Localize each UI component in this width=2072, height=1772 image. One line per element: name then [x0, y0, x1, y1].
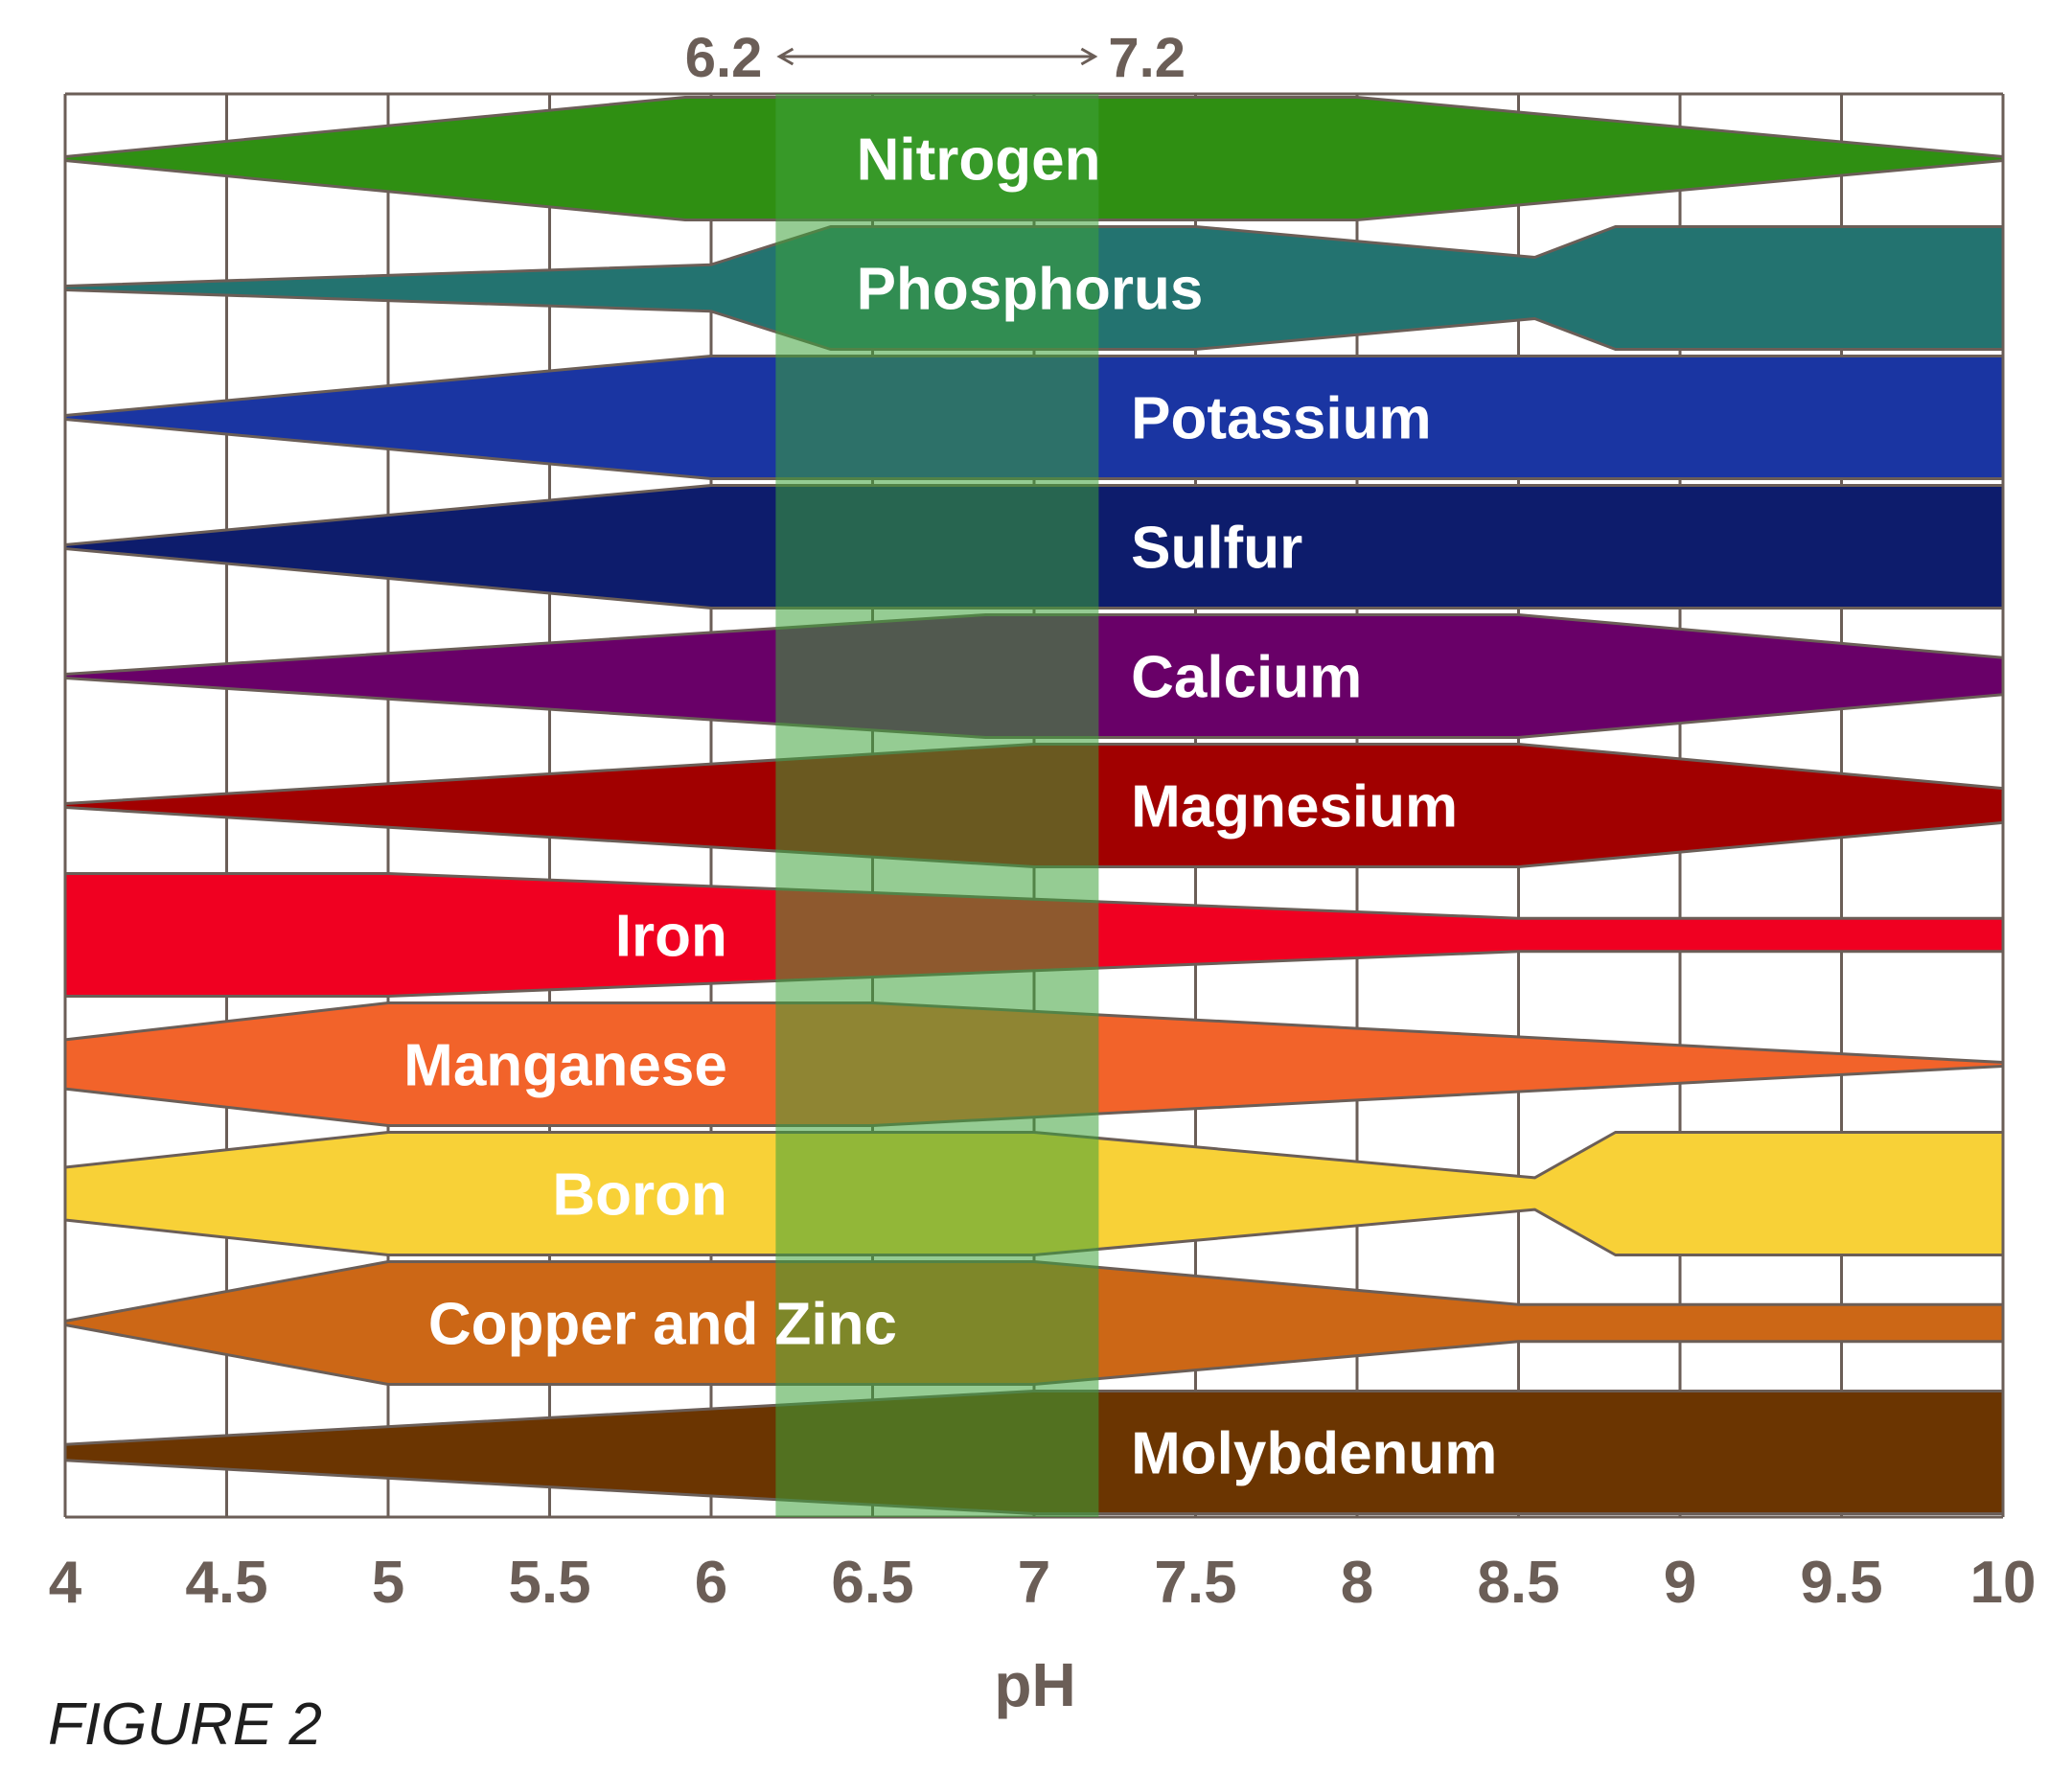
x-axis-label: pH	[994, 1650, 1075, 1719]
band-label-molybdenum: Molybdenum	[1131, 1421, 1497, 1487]
band-label-iron: Iron	[615, 904, 727, 970]
x-tick-label: 7.5	[1154, 1550, 1236, 1616]
optimal-range-band	[775, 94, 1099, 1517]
x-tick-label: 4.5	[185, 1550, 267, 1616]
x-tick-label: 4	[49, 1550, 82, 1616]
band-labels: Nitrogen Phosphorus Potassium Sulfur Calcium…	[403, 127, 1497, 1487]
x-tick-label: 5	[372, 1550, 404, 1616]
x-tick-label: 6.5	[831, 1550, 913, 1616]
x-tick-label: 5.5	[508, 1550, 590, 1616]
range-to-label: 7.2	[1108, 27, 1186, 89]
x-tick-label: 10	[1970, 1550, 2037, 1616]
x-tick-label: 9	[1664, 1550, 1696, 1616]
range-from-label: 6.2	[685, 27, 763, 89]
figure-label: FIGURE 2	[48, 1691, 322, 1758]
band-label-potassium: Potassium	[1131, 386, 1432, 452]
x-tick-label: 8	[1341, 1550, 1373, 1616]
band-label-nitrogen: Nitrogen	[857, 127, 1101, 194]
band-label-copper-and-zinc: Copper and Zinc	[428, 1292, 897, 1358]
x-tick-label: 7	[1018, 1550, 1050, 1616]
range-arrow-right-icon	[1080, 47, 1098, 66]
band-label-sulfur: Sulfur	[1131, 516, 1302, 582]
band-label-calcium: Calcium	[1131, 645, 1362, 711]
x-tick-labels: 4 4.5 5 5.5 6 6.5 7 7.5 8 8.5 9 9.5 10	[49, 1550, 2037, 1616]
optimal-range-highlight	[775, 94, 1099, 1517]
band-label-phosphorus: Phosphorus	[857, 257, 1204, 323]
band-label-manganese: Manganese	[403, 1033, 727, 1099]
band-label-boron: Boron	[552, 1162, 727, 1229]
x-tick-label: 8.5	[1477, 1550, 1559, 1616]
x-tick-label: 6	[695, 1550, 727, 1616]
band-label-magnesium: Magnesium	[1131, 774, 1458, 840]
x-tick-label: 9.5	[1800, 1550, 1882, 1616]
optimal-range-indicator: 6.2 7.2	[685, 27, 1186, 89]
range-arrow-left-icon	[776, 47, 794, 66]
